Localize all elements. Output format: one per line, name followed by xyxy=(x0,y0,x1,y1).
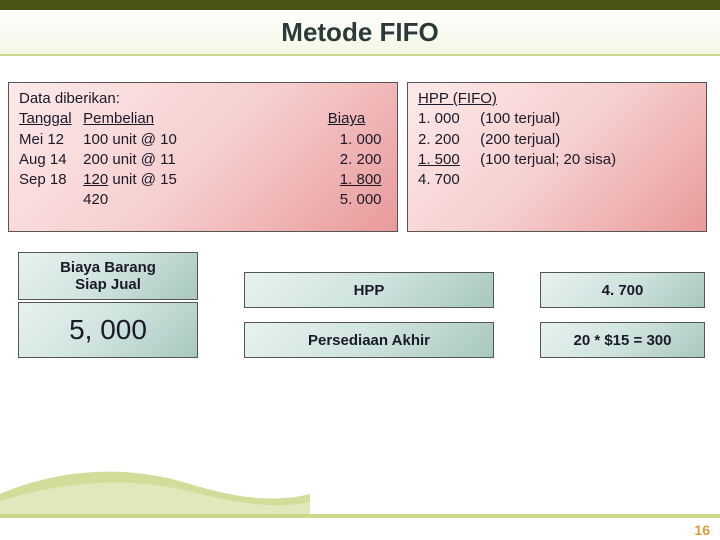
bbs-value-box: 5, 000 xyxy=(18,302,198,358)
pa-label: Persediaan Akhir xyxy=(308,332,430,349)
col-pembelian: Pembelian xyxy=(83,109,213,129)
hpp-fifo-heading: HPP (FIFO) xyxy=(418,89,696,109)
hpp-line: 2. 200 (200 terjual) xyxy=(418,130,696,150)
pa-label-box: Persediaan Akhir xyxy=(244,322,494,358)
title-bar: Metode FIFO xyxy=(0,0,720,56)
hpp-line: 1. 000 (100 terjual) xyxy=(418,109,696,129)
bbs-label: Biaya Barang Siap Jual xyxy=(60,259,156,293)
page-number: 16 xyxy=(694,522,710,538)
data-header-row: Tanggal Pembelian Biaya xyxy=(19,109,387,129)
col-tanggal: Tanggal xyxy=(19,109,79,129)
hpp-label: HPP xyxy=(354,282,385,299)
bbs-label-box: Biaya Barang Siap Jual xyxy=(18,252,198,300)
hpp-line: 1. 500 (100 terjual; 20 sisa) xyxy=(418,150,696,170)
data-row: Sep 18 120 unit @ 15 1. 800 xyxy=(19,170,387,190)
data-given-box: Data diberikan: Tanggal Pembelian Biaya … xyxy=(8,82,398,232)
data-given-heading: Data diberikan: xyxy=(19,89,387,109)
hpp-value: 4. 700 xyxy=(602,282,644,299)
page-title: Metode FIFO xyxy=(281,17,438,48)
hpp-fifo-box: HPP (FIFO) 1. 000 (100 terjual) 2. 200 (… xyxy=(407,82,707,232)
hpp-label-box: HPP xyxy=(244,272,494,308)
data-row: Mei 12 100 unit @ 10 1. 000 xyxy=(19,130,387,150)
data-total-row: 420 5. 000 xyxy=(19,190,387,210)
col-biaya: Biaya xyxy=(312,109,382,129)
footer-bar xyxy=(0,514,720,518)
wave-decoration-icon xyxy=(0,454,310,514)
data-row: Aug 14 200 unit @ 11 2. 200 xyxy=(19,150,387,170)
pa-value: 20 * $15 = 300 xyxy=(573,332,671,349)
hpp-line: 4. 700 xyxy=(418,170,696,190)
pa-value-box: 20 * $15 = 300 xyxy=(540,322,705,358)
hpp-value-box: 4. 700 xyxy=(540,272,705,308)
bbs-value: 5, 000 xyxy=(69,314,147,346)
